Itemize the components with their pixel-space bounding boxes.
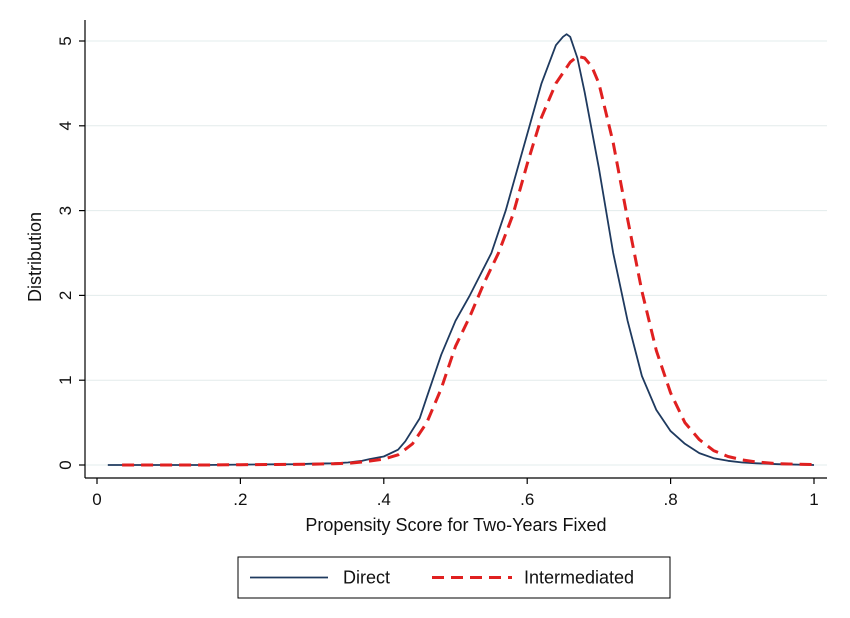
y-tick-label: 0 xyxy=(56,460,75,469)
x-axis-title: Propensity Score for Two-Years Fixed xyxy=(305,515,606,535)
x-tick-label: .4 xyxy=(377,490,391,509)
x-tick-label: .6 xyxy=(520,490,534,509)
series-line-intermediated xyxy=(122,54,815,467)
y-tick-label: 5 xyxy=(56,36,75,45)
tick-marks: 0 1 2 3 4 5 0 .2 .4 .6 .8 1 xyxy=(56,36,819,509)
y-tick-label: 1 xyxy=(56,375,75,384)
y-tick-label: 3 xyxy=(56,206,75,215)
series-lines xyxy=(107,33,815,467)
legend-label-direct: Direct xyxy=(343,568,390,588)
y-axis-title: Distribution xyxy=(25,212,45,302)
x-tick-label: 0 xyxy=(92,490,101,509)
axes xyxy=(84,20,827,479)
legend: Direct Intermediated xyxy=(237,556,671,599)
y-tick-label: 4 xyxy=(56,121,75,130)
y-tick-label: 2 xyxy=(56,291,75,300)
x-tick-label: .8 xyxy=(664,490,678,509)
x-tick-label: 1 xyxy=(809,490,818,509)
x-tick-label: .2 xyxy=(233,490,247,509)
legend-label-intermediated: Intermediated xyxy=(524,568,634,588)
